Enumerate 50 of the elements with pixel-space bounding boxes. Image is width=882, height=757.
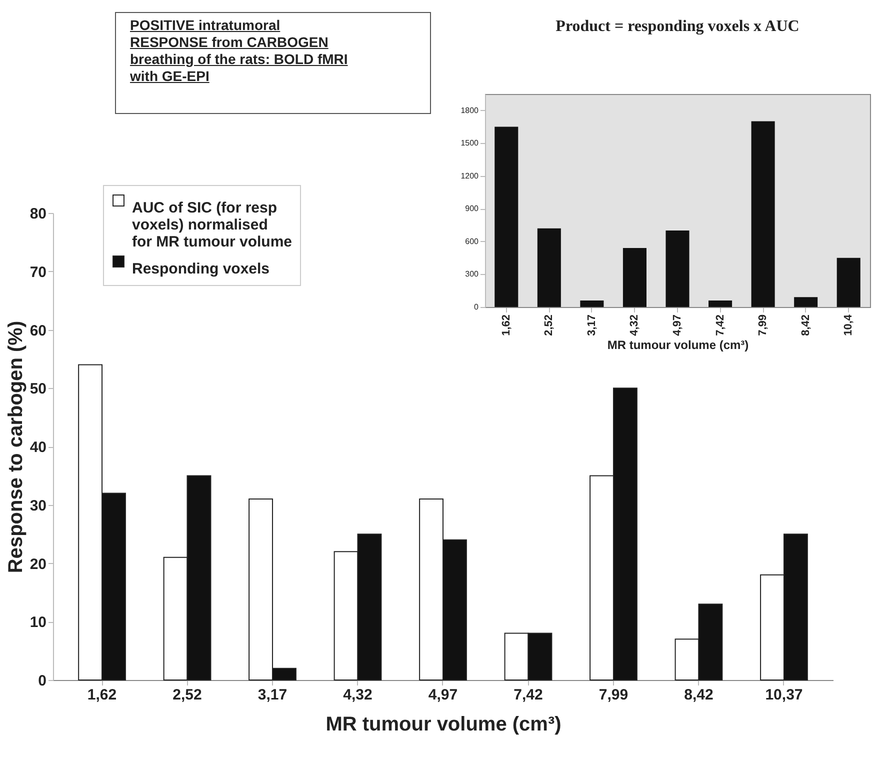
legend-label: AUC of SIC (for resp voxels) normalised for MR tumour volume [132,200,292,250]
x-tick-label: 2,52 [172,686,202,704]
x-tick-label: 8,42 [800,314,812,336]
bar [836,258,860,307]
bar [494,126,518,307]
bar [708,300,732,307]
x-tick-label: 4,32 [343,686,372,704]
y-tick-label: 0 [38,672,46,690]
x-tick-label: 1,62 [87,686,117,704]
bar [537,228,561,307]
y-tick-label: 70 [30,264,46,281]
x-tick-label: 7,99 [598,686,628,704]
x-tick-label: 7,42 [514,686,543,704]
x-tick-label: 1,62 [500,314,512,336]
bar [622,248,646,307]
y-tick-label: 900 [465,204,480,214]
x-tick-label: 4,32 [628,314,641,336]
bar [794,297,818,307]
y-axis-title: Response to carbogen (%) [4,320,27,574]
bar [666,230,690,307]
y-tick-label: 1200 [460,171,480,180]
x-tick-label: 7,42 [714,314,726,336]
x-tick-label: 7,99 [757,314,770,336]
chart-title: Product = responding voxels x AUC [556,18,800,35]
y-tick-label: 20 [30,556,46,573]
bar [751,121,775,307]
x-tick-label: 10,37 [765,686,803,704]
y-tick-label: 1500 [460,138,480,148]
x-tick-label: 3,17 [258,686,288,704]
legend-label: Responding voxels [132,260,270,278]
y-tick-label: 40 [30,439,46,456]
x-tick-label: 10,4 [842,314,855,336]
y-tick-label: 60 [30,322,46,340]
x-axis-title: MR tumour volume (cm³) [607,338,749,352]
x-tick-label: 3,17 [586,314,598,336]
y-tick-label: 30 [30,497,46,514]
y-tick-label: 80 [30,206,46,222]
x-tick-label: 4,97 [428,686,458,704]
bar [580,300,604,307]
y-tick-label: 50 [30,380,46,398]
y-tick-label: 10 [30,614,46,632]
x-tick-label: 4,97 [672,314,684,336]
y-tick-label: 600 [465,236,480,246]
x-tick-label: 2,52 [543,314,556,336]
text: POSITIVE intratumoral RESPONSE from CARBOGEN breathing of the rats: BOLD fMRI with GE-EPI [115,12,431,114]
x-axis-title: MR tumour volume (cm³) [326,714,562,736]
x-tick-label: 8,42 [684,686,714,704]
y-tick-label: 300 [465,270,480,279]
y-tick-label: 0 [474,302,480,312]
y-tick-label: 1800 [460,106,480,115]
